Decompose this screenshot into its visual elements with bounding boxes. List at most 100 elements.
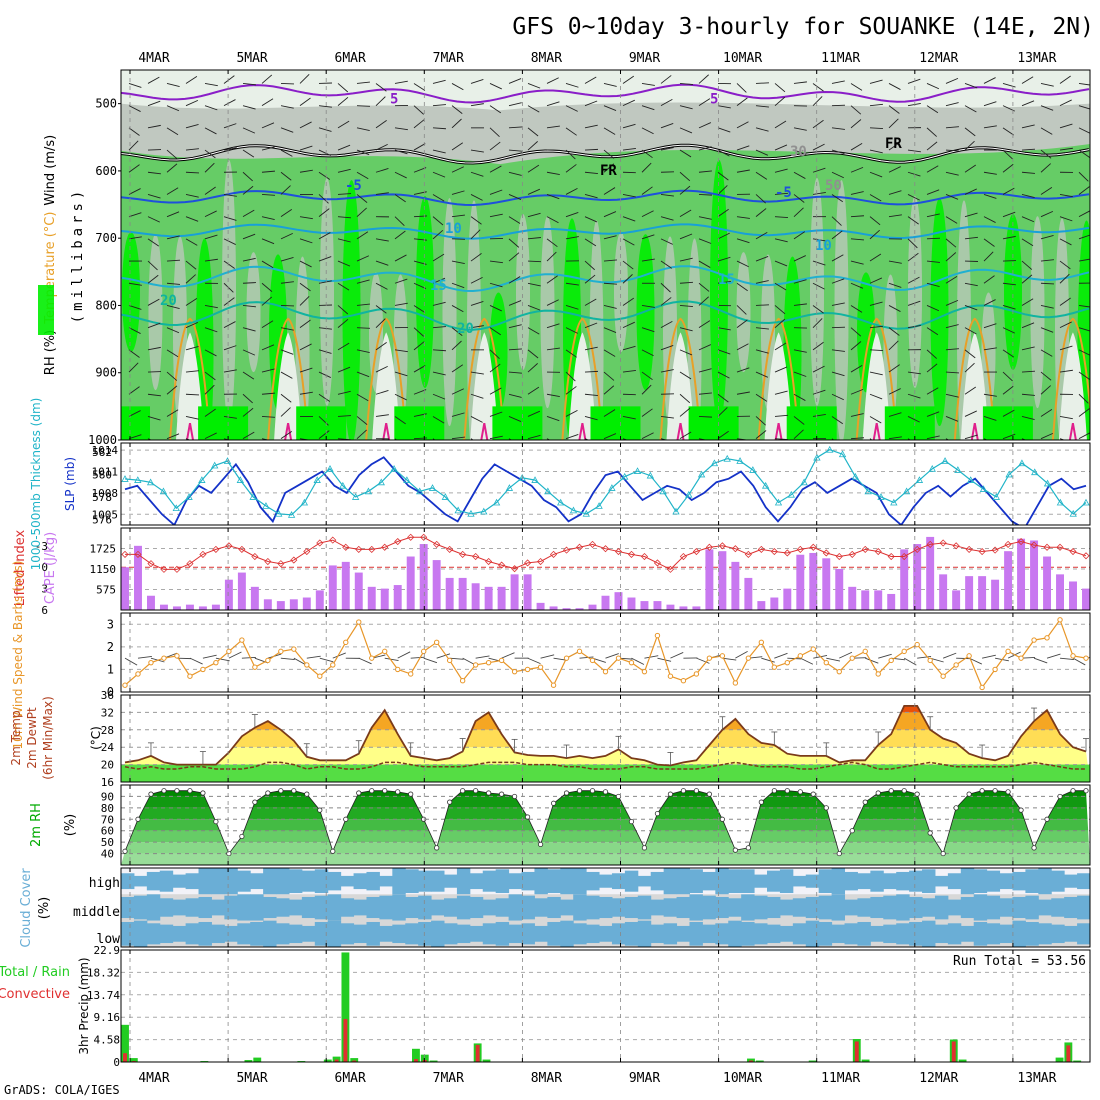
cape-bar bbox=[497, 586, 506, 610]
surface-wind-barb bbox=[319, 657, 334, 663]
wind-speed-point bbox=[148, 659, 154, 666]
wind-barb bbox=[337, 96, 349, 106]
wind-barb bbox=[147, 416, 161, 421]
wind-tick-label: 1 bbox=[107, 662, 114, 676]
temp-contour-30 bbox=[382, 423, 391, 440]
precip-convective-bar bbox=[854, 1041, 859, 1062]
surface-wind-barb bbox=[215, 657, 230, 662]
wind-barb bbox=[793, 349, 807, 353]
cloud-cell bbox=[792, 898, 807, 917]
cloud-cell bbox=[767, 896, 781, 919]
temp-contour-20 bbox=[121, 300, 1090, 331]
wind-barb bbox=[812, 318, 823, 328]
wind-barb bbox=[1021, 274, 1033, 284]
wind-barb bbox=[793, 371, 807, 377]
wind-speed-point bbox=[122, 682, 128, 688]
wind-barb bbox=[945, 348, 959, 351]
wind-barb bbox=[527, 188, 541, 195]
minmax-axis-label: (6hr Min/Max) bbox=[41, 696, 55, 780]
wind-speed-point bbox=[226, 648, 232, 655]
wind-barb bbox=[717, 232, 730, 240]
rh-dry-column bbox=[516, 214, 530, 370]
wind-barb bbox=[1059, 75, 1071, 84]
wind-barb bbox=[166, 259, 180, 262]
wind-barb bbox=[679, 431, 692, 440]
wind-barb bbox=[1040, 83, 1054, 87]
cloud-cell bbox=[805, 874, 820, 888]
cloud-cell bbox=[379, 875, 393, 887]
li-point bbox=[173, 565, 181, 573]
wind-barb bbox=[584, 298, 597, 306]
li-line bbox=[125, 536, 1087, 571]
wind-barb bbox=[299, 73, 310, 84]
cloud-cell bbox=[573, 894, 587, 921]
rh-dry-plume bbox=[764, 332, 793, 440]
wind-barb bbox=[204, 186, 216, 195]
wind-speed-point bbox=[369, 655, 375, 661]
cloud-cell bbox=[624, 870, 639, 892]
precip-convective-bar bbox=[413, 1059, 418, 1062]
wind-barb bbox=[470, 79, 484, 84]
wind-ylabel: 10m Wind Speed & Barbs (m/s) bbox=[11, 561, 25, 750]
cloud-cell bbox=[263, 896, 277, 919]
wind-barb bbox=[527, 349, 539, 359]
wind-barb bbox=[774, 238, 788, 243]
wind-barb bbox=[831, 80, 845, 84]
cloud-cell bbox=[611, 898, 626, 917]
cloud-cell bbox=[896, 923, 910, 945]
wind-barb bbox=[1002, 163, 1014, 173]
wind-barb bbox=[185, 260, 197, 270]
rh2m-tick-label: 90 bbox=[101, 790, 114, 803]
li-point bbox=[433, 540, 441, 548]
wind-barb bbox=[869, 349, 884, 351]
wind-barb bbox=[964, 105, 977, 113]
cloud-cell bbox=[805, 920, 820, 947]
cloud-cell bbox=[340, 923, 355, 945]
wind-barb bbox=[888, 214, 902, 218]
rh2m-field bbox=[121, 788, 1090, 865]
surface-wind-barb bbox=[644, 655, 659, 659]
wind-barb bbox=[280, 371, 293, 379]
precip-legend-convective: Convective bbox=[0, 987, 70, 1002]
wind-barb bbox=[299, 238, 313, 244]
wind-barb bbox=[736, 260, 749, 268]
wind-barb bbox=[375, 260, 389, 266]
rh2m-point bbox=[550, 800, 557, 806]
wind-barb bbox=[641, 258, 655, 262]
surface-wind-barb bbox=[228, 651, 242, 659]
li-point bbox=[1030, 541, 1038, 549]
wind-barb bbox=[261, 320, 274, 329]
rh-dry-column bbox=[589, 220, 604, 440]
cloud-cell bbox=[1012, 920, 1026, 947]
thickness-point bbox=[556, 498, 565, 506]
wind-barb bbox=[261, 74, 273, 84]
wind-barb bbox=[1059, 297, 1071, 306]
rh-moist-column bbox=[122, 232, 140, 352]
wind-barb bbox=[1040, 349, 1053, 357]
li-point bbox=[238, 545, 246, 553]
wind-barb bbox=[755, 349, 769, 354]
wind-barb bbox=[223, 416, 237, 419]
wind-barb bbox=[394, 216, 405, 227]
temp-contour-30 bbox=[774, 423, 783, 440]
li-point bbox=[718, 542, 726, 550]
wind-barb bbox=[983, 347, 997, 351]
wind-barb bbox=[926, 435, 940, 440]
wind-barb bbox=[394, 416, 406, 425]
wind-barb bbox=[147, 260, 158, 271]
li-point bbox=[277, 560, 285, 568]
wind-barb bbox=[698, 438, 708, 440]
wind-barb bbox=[774, 282, 787, 291]
surface-wind-barb bbox=[735, 650, 748, 659]
wind-barb bbox=[964, 410, 977, 417]
temp-axis-label: 2m Temp bbox=[9, 710, 23, 765]
wind-barb bbox=[451, 340, 462, 351]
wind-barb bbox=[660, 416, 674, 419]
wind-barb bbox=[679, 171, 691, 182]
wind-barb bbox=[128, 140, 139, 151]
wind-barb bbox=[869, 277, 883, 284]
wind-barb bbox=[831, 194, 844, 203]
wind-barb bbox=[850, 215, 864, 218]
date-label-top: 4MAR bbox=[138, 51, 169, 66]
cloud-cell bbox=[237, 894, 251, 921]
